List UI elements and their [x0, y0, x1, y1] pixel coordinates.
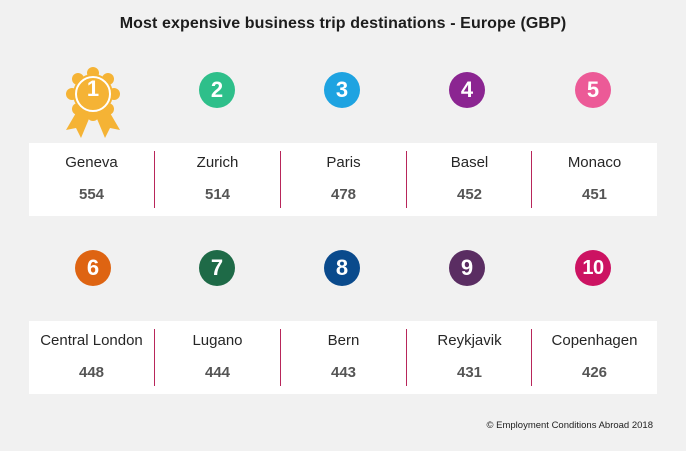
rank-7-badge: 7: [199, 250, 235, 286]
cost-value: 514: [204, 186, 231, 203]
city-name: Central London: [40, 332, 143, 349]
city-name: Basel: [450, 154, 489, 171]
rank-6-badge: 6: [75, 250, 111, 286]
cost-value: 444: [204, 364, 231, 381]
cost-value: 451: [581, 186, 608, 203]
rank-5-badge: 5: [575, 72, 611, 108]
ranking-row-top: 1 2 3 4 5 Geneva 554 Zurich 514 Paris 47…: [0, 60, 686, 260]
divider: [280, 329, 281, 386]
divider: [406, 151, 407, 208]
city-name: Reykjavik: [437, 332, 502, 349]
cost-value: 426: [581, 364, 608, 381]
destination-cell: Bern 443: [281, 321, 406, 394]
rank-3-badge: 3: [324, 72, 360, 108]
rank-9-badge: 9: [449, 250, 485, 286]
cost-value: 431: [456, 364, 483, 381]
destination-cell: Copenhagen 426: [532, 321, 657, 394]
divider: [154, 151, 155, 208]
cost-value: 478: [330, 186, 357, 203]
city-name: Lugano: [192, 332, 243, 349]
destination-cell: Reykjavik 431: [407, 321, 532, 394]
rank-1-badge-label: 1: [86, 76, 100, 101]
divider: [154, 329, 155, 386]
city-name: Geneva: [65, 154, 118, 171]
rank-8-badge: 8: [324, 250, 360, 286]
city-name: Copenhagen: [551, 332, 638, 349]
destination-cell: Basel 452: [407, 143, 532, 216]
ranking-row-bottom: 6 7 8 9 10 Central London 448 Lugano 444…: [0, 238, 686, 438]
page-title: Most expensive business trip destination…: [119, 15, 567, 32]
destination-cell: Monaco 451: [532, 143, 657, 216]
ranking-card-bottom: Central London 448 Lugano 444 Bern 443 R…: [29, 321, 657, 394]
rank-10-badge: 10: [575, 250, 611, 286]
divider: [531, 329, 532, 386]
city-name: Monaco: [567, 154, 622, 171]
gold-award-rosette-icon: [66, 67, 120, 138]
cost-value: 554: [78, 186, 105, 203]
ranking-card-top: Geneva 554 Zurich 514 Paris 478 Basel 45…: [29, 143, 657, 216]
destination-cell: Central London 448: [29, 321, 154, 394]
cost-value: 452: [456, 186, 483, 203]
divider: [406, 329, 407, 386]
destination-cell: Paris 478: [281, 143, 406, 216]
cost-value: 448: [78, 364, 105, 381]
city-name: Bern: [327, 332, 360, 349]
destination-cell: Lugano 444: [155, 321, 280, 394]
copyright-footer: © Employment Conditions Abroad 2018: [486, 420, 654, 431]
destination-cell: Zurich 514: [155, 143, 280, 216]
city-name: Paris: [326, 154, 361, 171]
rank-4-badge: 4: [449, 72, 485, 108]
divider: [280, 151, 281, 208]
divider: [531, 151, 532, 208]
destination-cell: Geneva 554: [29, 143, 154, 216]
rank-2-badge: 2: [199, 72, 235, 108]
city-name: Zurich: [196, 154, 239, 171]
cost-value: 443: [330, 364, 357, 381]
